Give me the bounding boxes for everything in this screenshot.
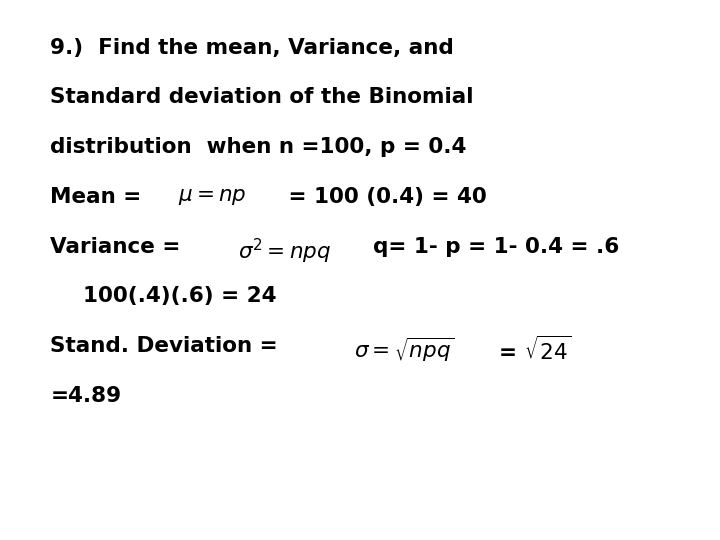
Text: $\sigma = \sqrt{npq}$: $\sigma = \sqrt{npq}$ (354, 336, 454, 364)
Text: q= 1- p = 1- 0.4 = .6: q= 1- p = 1- 0.4 = .6 (359, 237, 620, 256)
Text: = $\sqrt{24}$: = $\sqrt{24}$ (484, 336, 571, 364)
Text: 9.)  Find the mean, Variance, and: 9.) Find the mean, Variance, and (50, 38, 454, 58)
Text: $\sigma^2 = npq$: $\sigma^2 = npq$ (238, 237, 331, 266)
Text: Variance =: Variance = (50, 237, 196, 256)
Text: Mean =: Mean = (50, 187, 149, 207)
Text: 100(.4)(.6) = 24: 100(.4)(.6) = 24 (68, 286, 277, 306)
Text: =4.89: =4.89 (50, 386, 122, 406)
Text: Stand. Deviation =: Stand. Deviation = (50, 336, 286, 356)
Text: = 100 (0.4) = 40: = 100 (0.4) = 40 (266, 187, 487, 207)
Text: $\mu = np$: $\mu = np$ (178, 187, 246, 207)
Text: Standard deviation of the Binomial: Standard deviation of the Binomial (50, 87, 474, 107)
Text: distribution  when n =100, p = 0.4: distribution when n =100, p = 0.4 (50, 137, 467, 157)
